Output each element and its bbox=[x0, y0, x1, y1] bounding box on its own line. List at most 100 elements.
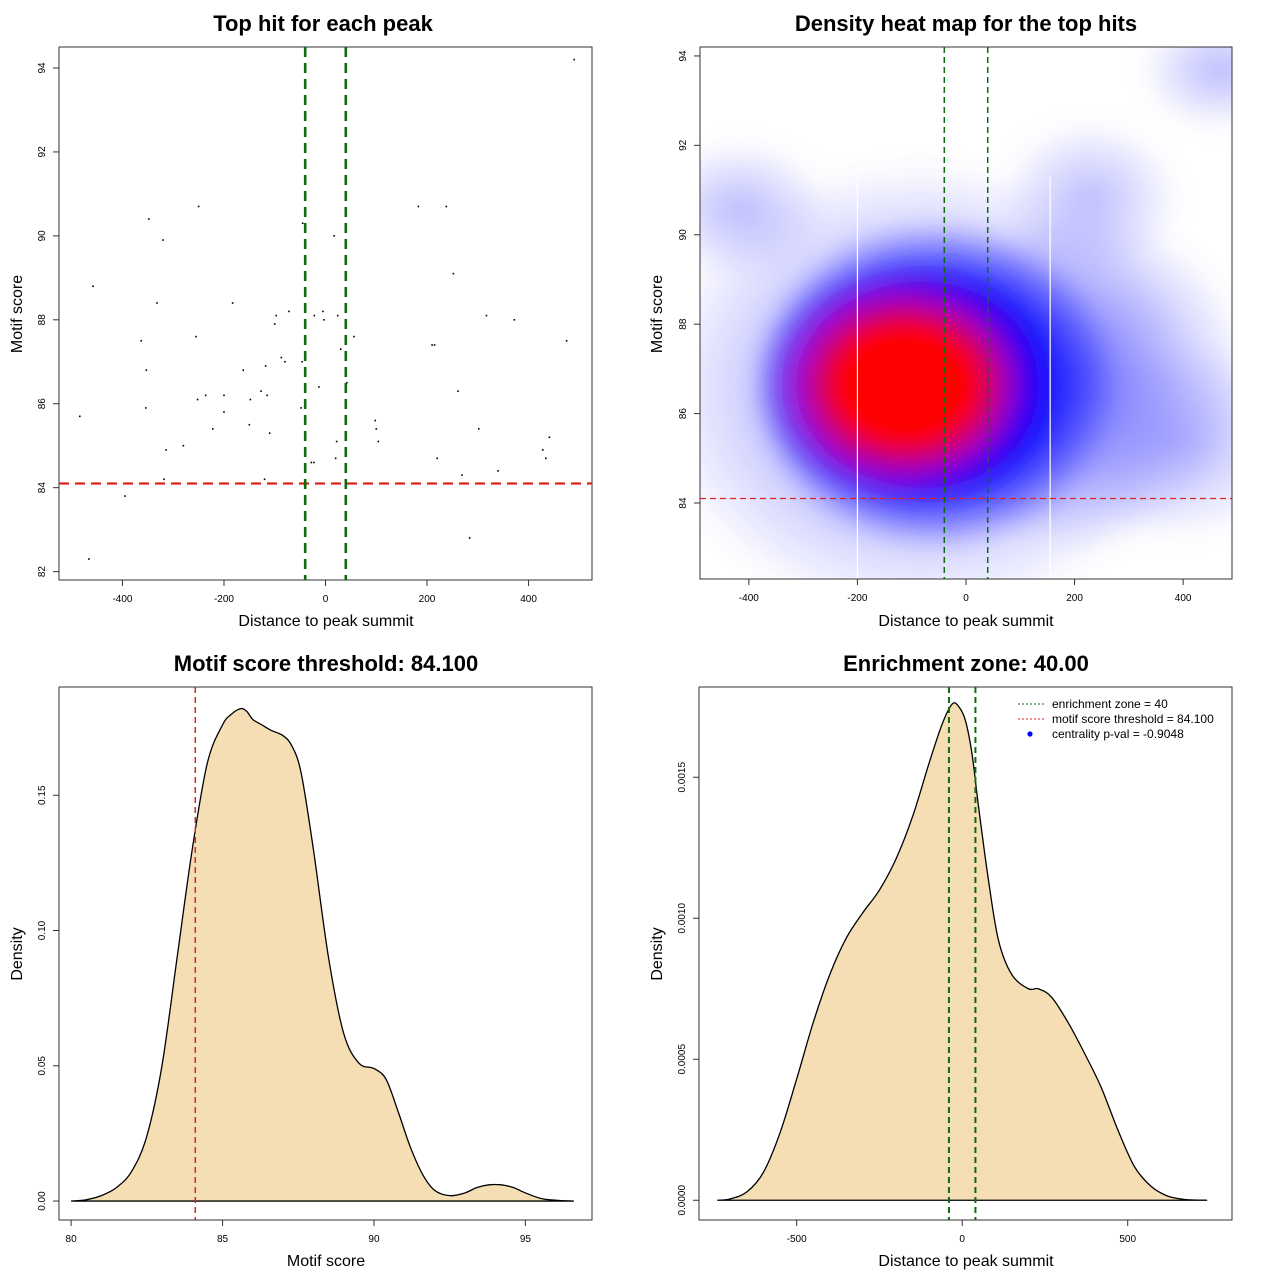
x-axis: -500 0 500 bbox=[787, 1220, 1136, 1245]
panel-top-hit-scatter: Top hit for each peak -400 -200 0 200 400 82… bbox=[9, 11, 593, 630]
scatter-point bbox=[204, 394, 207, 397]
x-tick-label: 0 bbox=[323, 594, 329, 605]
scatter-point bbox=[162, 239, 164, 241]
scatter-point bbox=[242, 369, 245, 371]
x-axis-label: Motif score bbox=[287, 1253, 365, 1270]
scatter-point bbox=[468, 537, 471, 539]
scatter-point bbox=[163, 478, 165, 481]
x-tick-label: 200 bbox=[1066, 593, 1083, 604]
scatter-point bbox=[231, 302, 234, 304]
y-axis-label: Density bbox=[649, 927, 666, 980]
scatter-point bbox=[275, 314, 278, 317]
panel-title: Density heat map for the top hits bbox=[795, 11, 1137, 36]
y-tick-label: 84 bbox=[37, 482, 48, 494]
scatter-point bbox=[548, 436, 551, 439]
y-tick-label: 0.10 bbox=[37, 920, 48, 940]
heatmap-image bbox=[700, 47, 1232, 579]
x-axis: -400 -200 0 200 400 bbox=[739, 579, 1192, 604]
y-tick-label: 0.05 bbox=[37, 1056, 48, 1076]
scatter-point bbox=[335, 440, 338, 443]
scatter-point bbox=[433, 344, 436, 346]
scatter-point bbox=[273, 323, 276, 325]
x-tick-label: -200 bbox=[214, 594, 234, 605]
reference-lines bbox=[59, 47, 592, 580]
y-tick-label: 86 bbox=[37, 398, 48, 410]
scatter-point bbox=[212, 428, 214, 430]
scatter-point bbox=[301, 360, 303, 363]
scatter-point bbox=[301, 222, 304, 225]
scatter-point bbox=[260, 390, 262, 392]
scatter-point bbox=[353, 335, 355, 338]
scatter-point bbox=[248, 423, 251, 426]
scatter-point bbox=[280, 356, 283, 359]
scatter-point bbox=[197, 205, 200, 208]
legend-zone-label: enrichment zone = 40 bbox=[1052, 697, 1168, 711]
y-tick-label: 84 bbox=[678, 497, 689, 509]
x-axis-label: Distance to peak summit bbox=[878, 613, 1054, 630]
scatter-points bbox=[79, 58, 576, 560]
scatter-point bbox=[334, 457, 337, 460]
scatter-point bbox=[452, 272, 455, 275]
panel-title: Enrichment zone: 40.00 bbox=[843, 651, 1089, 676]
x-tick-label: 400 bbox=[1175, 593, 1192, 604]
scatter-point bbox=[88, 558, 90, 560]
scatter-point bbox=[266, 394, 268, 397]
legend-threshold-label: motif score threshold = 84.100 bbox=[1052, 712, 1214, 726]
y-axis-label: Motif score bbox=[9, 275, 26, 353]
x-axis: 80 85 90 95 bbox=[66, 1220, 531, 1245]
x-tick-label: 85 bbox=[217, 1234, 229, 1245]
y-tick-label: 0.0005 bbox=[677, 1044, 688, 1075]
y-tick-label: 92 bbox=[37, 146, 48, 158]
scatter-point bbox=[196, 398, 199, 401]
y-tick-label: 94 bbox=[37, 62, 48, 74]
x-tick-label: 0 bbox=[959, 1234, 965, 1245]
scatter-point bbox=[249, 398, 252, 401]
y-axis-label: Motif score bbox=[649, 275, 666, 353]
x-axis-label: Distance to peak summit bbox=[238, 613, 414, 630]
scatter-point bbox=[445, 205, 448, 208]
reference-lines bbox=[700, 47, 1232, 579]
scatter-point bbox=[268, 432, 271, 434]
scatter-point bbox=[497, 470, 499, 472]
x-tick-label: 0 bbox=[963, 593, 969, 604]
scatter-point bbox=[310, 461, 313, 464]
scatter-point bbox=[223, 394, 225, 397]
density-curve bbox=[717, 702, 1208, 1201]
scatter-point bbox=[461, 474, 463, 476]
x-tick-label: -400 bbox=[112, 594, 132, 605]
scatter-point bbox=[313, 461, 315, 464]
scatter-point bbox=[195, 335, 197, 338]
scatter-point bbox=[223, 411, 225, 413]
plot-frame bbox=[58, 46, 593, 581]
x-tick-label: -200 bbox=[847, 593, 867, 604]
scatter-point bbox=[288, 310, 290, 313]
scatter-point bbox=[148, 218, 150, 220]
density-curve bbox=[71, 707, 574, 1202]
x-tick-label: 500 bbox=[1119, 1234, 1136, 1245]
y-tick-label: 0.15 bbox=[37, 785, 48, 805]
y-tick-label: 88 bbox=[37, 314, 48, 326]
scatter-point bbox=[478, 428, 480, 430]
scatter-point bbox=[336, 314, 339, 317]
x-axis: -400 -200 0 200 400 bbox=[112, 580, 537, 605]
panel-title: Motif score threshold: 84.100 bbox=[174, 651, 478, 676]
y-tick-label: 86 bbox=[678, 408, 689, 420]
scatter-point bbox=[436, 457, 438, 460]
y-tick-label: 0.00 bbox=[37, 1191, 48, 1211]
scatter-point bbox=[313, 314, 316, 317]
heatmap-white-lines bbox=[856, 176, 1051, 579]
scatter-point bbox=[375, 428, 378, 430]
scatter-point bbox=[263, 478, 266, 481]
scatter-point bbox=[92, 285, 94, 288]
legend-pval-swatch bbox=[1027, 731, 1033, 737]
y-tick-label: 0.0000 bbox=[677, 1185, 688, 1216]
scatter-point bbox=[374, 419, 377, 422]
scatter-point bbox=[377, 440, 380, 443]
scatter-point bbox=[431, 344, 433, 346]
scatter-point bbox=[573, 58, 576, 61]
scatter-point bbox=[323, 318, 325, 321]
scatter-point bbox=[322, 310, 324, 313]
x-tick-label: 200 bbox=[419, 594, 436, 605]
scatter-point bbox=[145, 369, 148, 371]
